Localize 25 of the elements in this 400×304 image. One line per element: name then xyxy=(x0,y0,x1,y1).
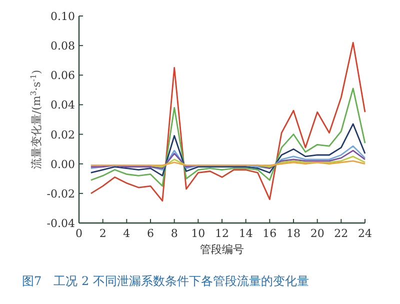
x-axis-title: 管段编号 xyxy=(200,243,244,256)
x-tick-label: 20 xyxy=(310,227,324,240)
x-tick-label: 12 xyxy=(215,227,229,240)
x-tick-label: 10 xyxy=(191,227,206,240)
y-tick-label: 0.04 xyxy=(50,98,75,112)
x-tick-label: 24 xyxy=(358,227,372,240)
x-tick-label: 14 xyxy=(238,227,253,240)
x-tick-label: 16 xyxy=(262,227,277,240)
x-tick-label: 4 xyxy=(123,227,130,240)
x-tick-label: 6 xyxy=(147,227,154,240)
line-series xyxy=(90,88,366,187)
y-tick-label: 0.00 xyxy=(50,158,75,171)
x-tick-label: 8 xyxy=(170,227,178,240)
line-series xyxy=(90,123,366,176)
y-tick-label: 0.02 xyxy=(50,128,75,142)
caption: 图7 工况 2 不同泄漏系数条件下各管段流量的变化量 xyxy=(22,274,309,288)
x-tick-label: 22 xyxy=(334,227,348,240)
y-tick-label: 0.06 xyxy=(50,69,75,82)
x-tick-label: 18 xyxy=(286,227,300,240)
y-tick-label: -0.04 xyxy=(46,217,75,230)
y-tick-label: -0.02 xyxy=(46,187,75,200)
x-tick-label: 2 xyxy=(99,227,106,240)
x-tick-label: 0 xyxy=(76,227,82,240)
y-tick-label: 0.08 xyxy=(50,40,75,53)
y-tick-label: 0.10 xyxy=(50,10,75,23)
